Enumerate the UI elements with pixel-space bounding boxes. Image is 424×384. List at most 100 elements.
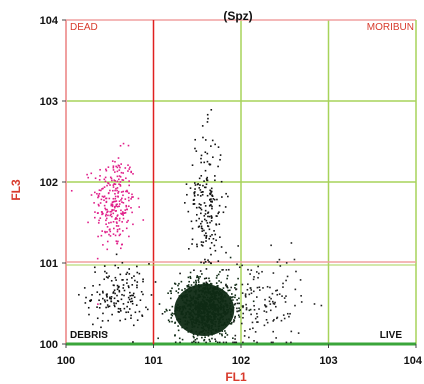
data-point — [196, 213, 198, 216]
data-point — [114, 205, 116, 208]
tick-labels: 100 101 102 103 104 100 101 102 103 104 — [40, 15, 423, 367]
data-point — [91, 294, 93, 296]
data-point — [196, 245, 198, 248]
quadrant-label-top-right: MORIBUN — [367, 22, 414, 33]
data-point — [128, 298, 131, 301]
data-point — [188, 248, 190, 250]
data-point — [89, 299, 91, 302]
data-point — [214, 179, 216, 182]
data-point — [258, 272, 260, 275]
data-point — [200, 161, 202, 164]
data-point — [285, 341, 288, 344]
data-point — [273, 318, 275, 321]
data-point — [203, 229, 205, 232]
data-point — [205, 183, 208, 186]
y-tick-label: 104 — [40, 15, 59, 27]
data-point — [270, 297, 272, 300]
data-point — [278, 258, 281, 261]
data-point — [224, 330, 226, 332]
data-point — [101, 195, 104, 198]
data-point — [230, 323, 233, 325]
data-point — [238, 307, 240, 309]
data-point — [220, 180, 223, 183]
data-point — [256, 296, 258, 298]
data-point — [114, 234, 117, 237]
data-point — [115, 210, 117, 212]
data-point — [247, 268, 249, 271]
data-point — [179, 341, 181, 344]
data-point — [97, 203, 100, 206]
data-point — [217, 273, 220, 276]
data-point — [207, 211, 210, 214]
data-point — [195, 219, 198, 222]
data-point — [254, 317, 257, 320]
data-point — [90, 172, 93, 175]
data-point — [130, 297, 133, 300]
data-point — [257, 321, 259, 323]
data-point — [98, 283, 101, 286]
data-point — [188, 280, 190, 283]
data-point — [113, 200, 115, 203]
data-point — [202, 136, 204, 139]
data-point — [120, 163, 122, 165]
data-point — [202, 191, 204, 193]
data-point — [98, 192, 101, 195]
data-point — [245, 307, 248, 309]
data-point — [256, 341, 258, 344]
data-point — [247, 283, 249, 286]
data-point — [98, 306, 101, 309]
data-point — [170, 290, 172, 292]
data-point — [109, 297, 111, 300]
data-point — [123, 212, 126, 214]
data-point — [210, 192, 212, 194]
data-point — [167, 319, 170, 322]
data-point — [283, 317, 286, 320]
data-point — [110, 203, 113, 206]
data-point — [217, 260, 220, 262]
data-point — [100, 234, 103, 237]
data-point — [204, 139, 207, 141]
data-point — [210, 190, 213, 193]
data-point — [119, 144, 122, 147]
data-point — [139, 299, 142, 302]
data-point — [219, 158, 221, 161]
data-point — [132, 173, 134, 175]
data-point — [131, 211, 133, 214]
data-point — [170, 313, 173, 316]
data-point — [98, 178, 101, 181]
data-point — [110, 296, 113, 298]
data-point — [217, 285, 219, 287]
data-point — [192, 203, 195, 205]
data-point — [105, 294, 108, 297]
data-point — [114, 160, 116, 163]
data-point — [127, 301, 129, 304]
data-point — [117, 266, 120, 269]
data-point — [215, 277, 218, 279]
data-point — [208, 338, 211, 341]
data-point — [104, 207, 106, 210]
x-tick-label: 102 — [232, 355, 250, 367]
data-point — [290, 341, 292, 344]
data-point — [104, 215, 107, 217]
data-point — [107, 319, 109, 322]
data-point — [186, 193, 188, 196]
data-point — [221, 334, 223, 337]
data-point — [261, 270, 263, 273]
data-point — [271, 292, 274, 295]
data-point — [235, 288, 238, 290]
data-point — [217, 165, 219, 168]
data-point — [256, 321, 258, 323]
data-point — [232, 296, 234, 298]
data-point — [103, 178, 106, 181]
data-point — [195, 279, 197, 282]
data-point — [105, 272, 108, 274]
data-point — [124, 209, 127, 211]
data-point — [197, 276, 200, 278]
data-point — [269, 286, 271, 289]
data-point — [206, 176, 209, 179]
data-point — [210, 283, 213, 285]
data-point — [125, 177, 127, 180]
data-point — [250, 269, 253, 272]
data-point — [264, 304, 267, 307]
data-point — [128, 273, 131, 275]
